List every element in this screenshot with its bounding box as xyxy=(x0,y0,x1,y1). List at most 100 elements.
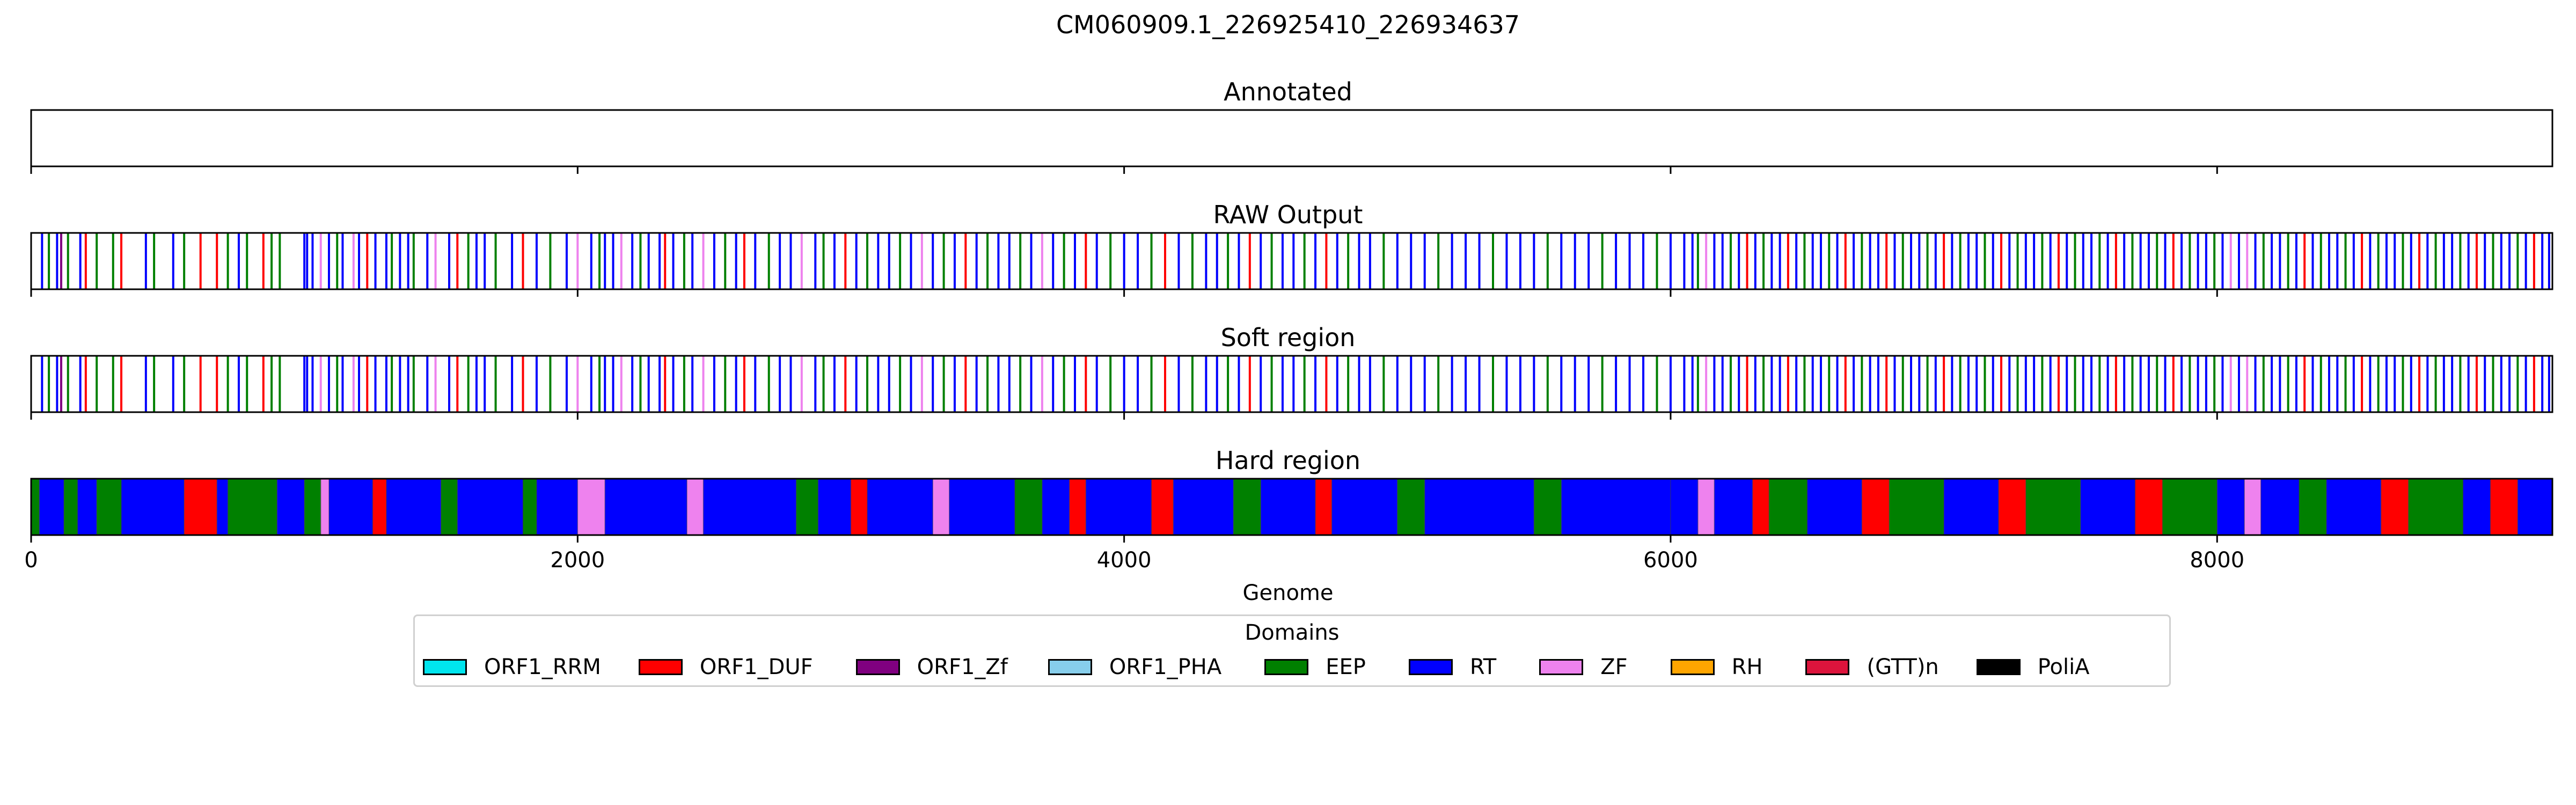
domain-segment xyxy=(1561,479,1671,535)
domain-segment xyxy=(1315,479,1332,535)
domain-segment xyxy=(2490,479,2518,535)
domain-segment xyxy=(1233,479,1261,535)
domain-segment xyxy=(1944,479,1999,535)
x-axis-label: Genome xyxy=(1242,581,1333,605)
domain-segment xyxy=(2260,479,2300,535)
domain-segment xyxy=(818,479,851,535)
domain-segment xyxy=(1534,479,1562,535)
legend-swatch xyxy=(1805,659,1850,675)
legend-items: ORF1_RRM ORF1_DUF ORF1_Zf ORF1_PHA EEP RT ZF RH… xyxy=(423,655,2090,679)
domain-segment xyxy=(457,479,523,535)
domain-segment xyxy=(31,479,40,535)
legend-label: EEP xyxy=(1326,655,1366,679)
legend-item: (GTT)n xyxy=(1805,655,1939,679)
domain-segment xyxy=(39,479,64,535)
legend-swatch xyxy=(1408,659,1453,675)
domain-segment xyxy=(686,479,704,535)
x-tick-label: 6000 xyxy=(1643,548,1698,573)
domain-segment xyxy=(1769,479,1807,535)
legend-label: ORF1_DUF xyxy=(699,655,813,679)
domain-segment xyxy=(1697,479,1715,535)
legend-item: ORF1_Zf xyxy=(855,655,1008,679)
domain-segment xyxy=(523,479,537,535)
domain-segment xyxy=(1151,479,1174,535)
legend-item: RT xyxy=(1408,655,1496,679)
legend-swatch xyxy=(855,659,900,675)
domain-segment xyxy=(2408,479,2463,535)
domain-segment xyxy=(184,479,217,535)
legend-item: ZF xyxy=(1539,655,1628,679)
legend-swatch xyxy=(1048,659,1092,675)
domain-segment xyxy=(1069,479,1086,535)
legend-label: ZF xyxy=(1600,655,1628,679)
domain-segment xyxy=(77,479,97,535)
domain-segment xyxy=(277,479,305,535)
domain-segment xyxy=(2135,479,2163,535)
legend: Domains ORF1_RRM ORF1_DUF ORF1_Zf ORF1_PHA E… xyxy=(413,614,2171,687)
domain-segment xyxy=(1862,479,1890,535)
domain-segment xyxy=(2025,479,2081,535)
domain-segment xyxy=(1331,479,1397,535)
domain-segment xyxy=(1261,479,1316,535)
track-title: Annotated xyxy=(1224,77,1352,106)
x-tick-label: 4000 xyxy=(1097,548,1152,573)
track-frame xyxy=(30,232,2553,290)
domain-segment xyxy=(2326,479,2381,535)
track-title: Hard region xyxy=(1216,446,1360,475)
legend-label: RH xyxy=(1731,655,1763,679)
domain-segment xyxy=(867,479,933,535)
legend-swatch xyxy=(1264,659,1309,675)
domain-segment xyxy=(97,479,122,535)
legend-swatch xyxy=(638,659,683,675)
domain-segment xyxy=(703,479,796,535)
legend-title: Domains xyxy=(1245,620,1340,645)
domain-segment xyxy=(372,479,386,535)
domain-segment xyxy=(1714,479,1753,535)
domain-segment xyxy=(1397,479,1425,535)
x-tick-label: 8000 xyxy=(2190,548,2244,573)
legend-label: ORF1_RRM xyxy=(484,655,601,679)
legend-swatch xyxy=(423,659,467,675)
domain-segment xyxy=(386,479,441,535)
domain-segment xyxy=(933,479,949,535)
domain-segment xyxy=(217,479,228,535)
legend-item: RH xyxy=(1670,655,1763,679)
x-tick-label: 2000 xyxy=(550,548,605,573)
legend-item: ORF1_RRM xyxy=(423,655,601,679)
domain-segment xyxy=(121,479,185,535)
legend-swatch xyxy=(1539,659,1584,675)
domain-segment xyxy=(2463,479,2491,535)
domain-segment xyxy=(228,479,277,535)
legend-swatch xyxy=(1976,659,2021,675)
domain-segment xyxy=(320,479,329,535)
domain-segment xyxy=(2217,479,2245,535)
domain-segment xyxy=(2244,479,2261,535)
domain-segment xyxy=(1670,479,1698,535)
domain-segment xyxy=(2080,479,2135,535)
domain-segment xyxy=(1042,479,1070,535)
domain-segment xyxy=(1998,479,2026,535)
track-title: RAW Output xyxy=(1213,200,1363,229)
legend-label: (GTT)n xyxy=(1867,655,1939,679)
domain-segment xyxy=(949,479,1015,535)
track-frame xyxy=(30,478,2553,536)
domain-segment xyxy=(2299,479,2326,535)
domain-segment xyxy=(2518,479,2552,535)
domain-segment xyxy=(2162,479,2218,535)
domain-segment xyxy=(577,479,605,535)
domain-segment xyxy=(1086,479,1152,535)
legend-label: ORF1_Zf xyxy=(917,655,1008,679)
domain-segment xyxy=(1807,479,1862,535)
track-background xyxy=(31,110,2552,166)
legend-swatch xyxy=(1670,659,1715,675)
domain-segment xyxy=(441,479,458,535)
domain-segment xyxy=(605,479,687,535)
legend-item: ORF1_PHA xyxy=(1048,655,1221,679)
x-tick-label: 0 xyxy=(24,548,38,573)
chart-title: CM060909.1_226925410_226934637 xyxy=(1056,10,1520,39)
track-frame xyxy=(30,355,2553,413)
domain-segment xyxy=(328,479,373,535)
domain-segment xyxy=(1752,479,1769,535)
legend-item: PoliA xyxy=(1976,655,2090,679)
